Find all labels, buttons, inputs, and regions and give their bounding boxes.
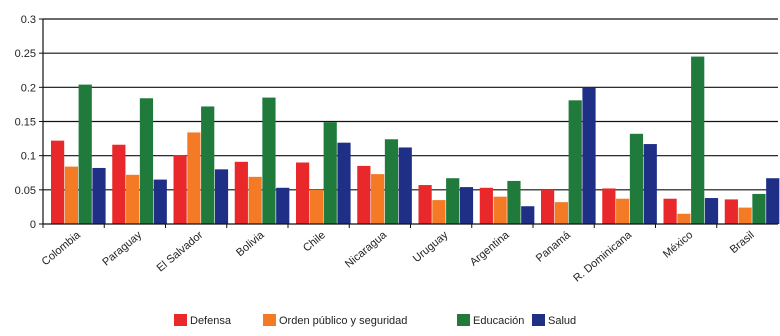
- bar-orden-p-blico-y-seguridad-0: [64, 166, 78, 224]
- y-tick-label: 0: [30, 219, 36, 231]
- bar-orden-p-blico-y-seguridad-6: [432, 200, 446, 224]
- bar-defensa-9: [602, 188, 616, 224]
- bar-orden-p-blico-y-seguridad-4: [309, 189, 323, 224]
- category-label: El Salvador: [155, 229, 206, 275]
- bar-educaci-n-11: [752, 193, 766, 224]
- y-tick-label: 0.3: [21, 14, 36, 26]
- bar-educaci-n-0: [78, 84, 92, 224]
- category-label: Chile: [301, 229, 328, 254]
- category-label: México: [661, 229, 695, 261]
- bar-salud-3: [276, 187, 290, 224]
- bar-educaci-n-3: [262, 97, 276, 224]
- y-tick-label: 0.15: [15, 117, 36, 129]
- category-label: Paraguay: [100, 229, 144, 269]
- bar-educaci-n-8: [568, 100, 582, 224]
- bar-defensa-7: [479, 187, 493, 224]
- bar-salud-6: [459, 187, 474, 224]
- bar-salud-0: [92, 167, 106, 224]
- legend-label: Orden público y seguridad: [279, 315, 407, 327]
- category-label: Panamá: [534, 229, 574, 265]
- bar-salud-9: [643, 144, 657, 224]
- category-label: Argentina: [468, 229, 512, 269]
- bar-educaci-n-1: [139, 98, 154, 224]
- legend-label: Educación: [473, 315, 524, 327]
- bar-orden-p-blico-y-seguridad-10: [677, 213, 691, 224]
- bar-educaci-n-7: [507, 180, 521, 224]
- bar-defensa-5: [357, 165, 371, 224]
- bar-salud-11: [766, 178, 780, 224]
- y-tick-label: 0.2: [21, 82, 36, 94]
- bar-defensa-11: [724, 199, 738, 224]
- bar-orden-p-blico-y-seguridad-11: [738, 207, 752, 224]
- bar-defensa-10: [663, 198, 677, 224]
- legend-label: Salud: [548, 315, 576, 327]
- bars: [51, 56, 780, 225]
- bar-educaci-n-5: [384, 139, 399, 224]
- x-axis-labels: Colombia Paraguay El Salvador Bolivia Chile N…: [40, 229, 757, 285]
- category-label: R. Dominicana: [571, 229, 635, 285]
- axes: [42, 19, 778, 228]
- bar-salud-5: [398, 147, 412, 224]
- y-tick-label: 0.05: [15, 185, 36, 197]
- bar-orden-p-blico-y-seguridad-1: [126, 174, 140, 224]
- y-tick-label: 0.1: [21, 151, 36, 163]
- bar-educaci-n-4: [323, 122, 337, 224]
- legend-swatch: [457, 314, 470, 326]
- category-label: Bolivia: [234, 229, 267, 260]
- bar-educaci-n-2: [201, 106, 215, 224]
- bar-orden-p-blico-y-seguridad-7: [493, 196, 507, 224]
- category-label: Uruguay: [411, 229, 451, 265]
- bar-defensa-3: [234, 161, 248, 224]
- bar-orden-p-blico-y-seguridad-3: [248, 176, 262, 224]
- y-axis-ticks: 0 0.05 0.1 0.15 0.2 0.25 0.3: [15, 14, 43, 231]
- bar-educaci-n-10: [691, 56, 705, 225]
- bar-defensa-4: [296, 162, 310, 224]
- bar-salud-10: [704, 198, 719, 224]
- bar-defensa-8: [541, 189, 555, 224]
- legend-label: Defensa: [190, 315, 232, 327]
- bar-educaci-n-9: [629, 133, 644, 224]
- bar-defensa-2: [173, 154, 187, 224]
- bar-salud-1: [153, 179, 167, 224]
- bar-defensa-0: [51, 140, 65, 224]
- legend-swatch: [532, 314, 545, 326]
- bar-salud-8: [582, 87, 596, 224]
- bar-salud-2: [214, 169, 229, 224]
- bar-orden-p-blico-y-seguridad-8: [554, 202, 568, 224]
- bar-orden-p-blico-y-seguridad-5: [371, 174, 385, 224]
- bar-orden-p-blico-y-seguridad-2: [187, 132, 201, 224]
- bar-defensa-6: [418, 185, 432, 224]
- bar-salud-4: [337, 142, 351, 224]
- legend-swatch: [174, 314, 187, 326]
- category-label: Brasil: [728, 229, 757, 256]
- category-label: Nicaragua: [343, 229, 390, 271]
- bar-educaci-n-6: [446, 178, 460, 224]
- bar-defensa-1: [112, 144, 126, 224]
- category-label: Colombia: [40, 229, 84, 269]
- y-tick-label: 0.25: [15, 48, 36, 60]
- bar-salud-7: [521, 206, 535, 224]
- legend-swatch: [263, 314, 276, 326]
- legend: Defensa Orden público y seguridad Educació…: [174, 314, 576, 327]
- bar-orden-p-blico-y-seguridad-9: [616, 198, 630, 224]
